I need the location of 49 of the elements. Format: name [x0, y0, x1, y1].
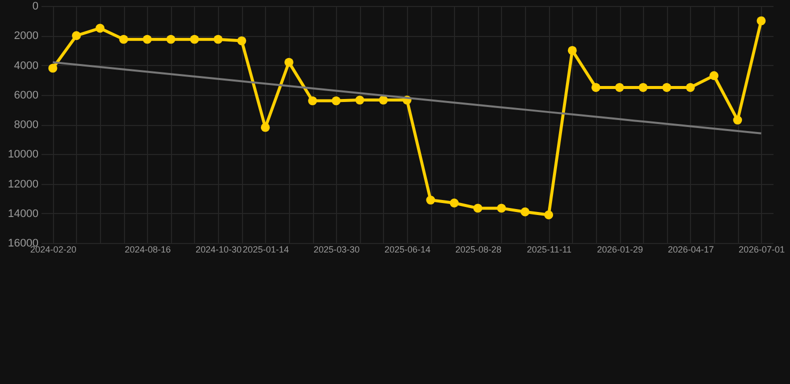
point	[426, 196, 436, 205]
point	[332, 96, 341, 106]
x-tick-label: 2025-01-14	[242, 244, 289, 254]
point	[686, 83, 695, 92]
point	[355, 96, 364, 105]
y-tick-label: 10000	[8, 148, 38, 161]
point	[72, 31, 81, 40]
y-tick-label: 6000	[14, 89, 38, 102]
point	[190, 34, 199, 44]
point	[662, 83, 672, 92]
y-tick-label: 0	[32, 0, 38, 12]
point	[284, 58, 294, 67]
point	[119, 34, 128, 44]
y-tick-label: 4000	[14, 60, 38, 72]
x-tick-label: 2026-04-17	[668, 244, 714, 254]
point	[591, 83, 600, 92]
x-tick-label: 2024-10-30	[196, 244, 242, 254]
point	[615, 83, 624, 92]
point	[260, 123, 270, 132]
point	[568, 46, 577, 55]
x-tick-label: 2025-08-28	[455, 244, 502, 254]
line-series	[52, 61, 762, 134]
point	[733, 116, 742, 125]
point	[756, 16, 766, 26]
y-tick-label: 8000	[14, 119, 38, 131]
y-tick-label: 2000	[14, 30, 38, 42]
x-tick-label: 2025-03-30	[314, 244, 360, 254]
x-tick-label: 2026-07-01	[738, 244, 785, 254]
point	[166, 34, 176, 44]
point	[638, 83, 648, 92]
point	[48, 64, 58, 73]
point	[214, 34, 223, 44]
x-tick-label: 2025-06-14	[384, 244, 431, 254]
point	[520, 207, 530, 216]
point	[142, 34, 152, 44]
point	[544, 210, 554, 220]
point	[473, 204, 482, 213]
point	[308, 96, 318, 106]
point	[709, 71, 718, 80]
point	[450, 198, 459, 208]
x-tick-label: 2024-08-16	[124, 244, 171, 254]
point	[378, 96, 388, 105]
x-tick-label: 2026-01-29	[596, 244, 644, 254]
point	[237, 36, 246, 46]
point	[496, 204, 506, 213]
x-tick-label: 2025-11-11	[526, 244, 572, 254]
y-tick-label: 14000	[8, 208, 38, 220]
point	[96, 24, 105, 33]
y-tick-label: 12000	[8, 178, 38, 190]
